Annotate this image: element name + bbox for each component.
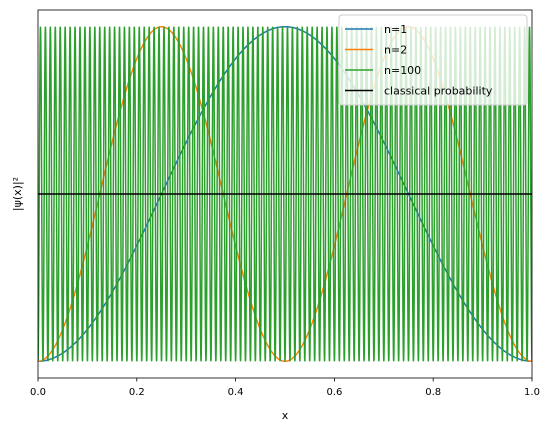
x-tick-label: 0.4	[228, 387, 244, 398]
legend: n=1 n=2 n=100 classical probability	[338, 14, 528, 106]
series-layer	[38, 25, 532, 363]
legend-box	[338, 14, 528, 106]
series-line-n-100	[38, 26, 532, 362]
plot-frame	[37, 9, 533, 379]
legend-label: n=1	[384, 23, 407, 36]
x-tick-label: 0.0	[30, 387, 46, 398]
series-line-n-1	[38, 25, 532, 363]
x-tick-label: 1.0	[524, 387, 540, 398]
x-axis-ticks: 0.0 0.2 0.4 0.6 0.8 1.0	[30, 378, 540, 398]
legend-label: n=2	[384, 44, 407, 57]
legend-label: classical probability	[384, 85, 493, 98]
y-axis-label: |ψ(x)|²	[11, 177, 24, 211]
legend-label: n=100	[384, 64, 421, 77]
x-tick-label: 0.6	[326, 387, 342, 398]
x-tick-label: 0.2	[129, 387, 145, 398]
x-axis-label: x	[282, 409, 289, 422]
x-tick-label: 0.8	[425, 387, 441, 398]
